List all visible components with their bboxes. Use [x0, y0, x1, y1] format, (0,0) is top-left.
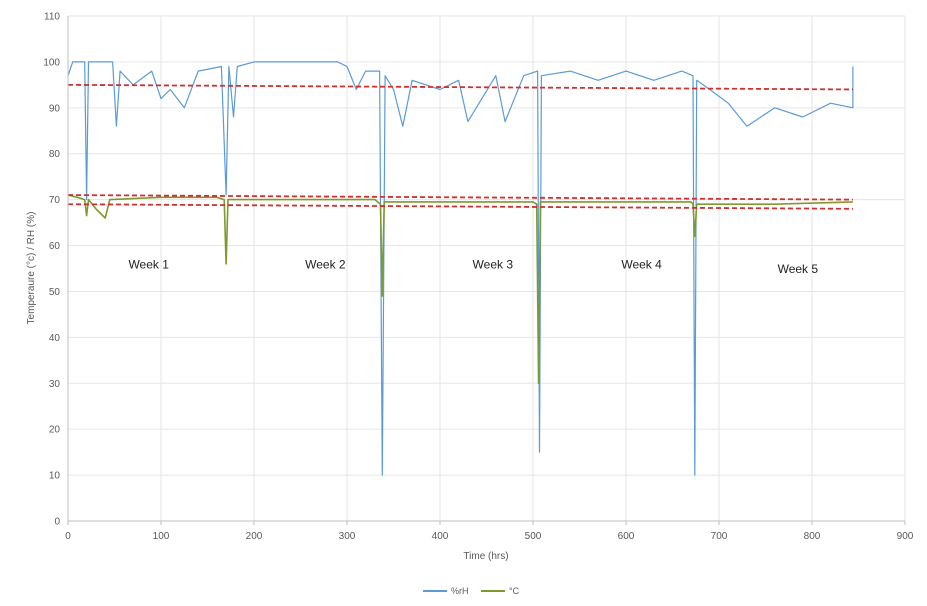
- y-tick-label: 10: [49, 471, 61, 482]
- x-tick-label: 500: [525, 531, 542, 542]
- x-tick-label: 700: [711, 531, 728, 542]
- reference-line: [67, 83, 853, 91]
- x-tick-label: 800: [804, 531, 821, 542]
- y-tick-label: 20: [49, 425, 61, 436]
- y-tick-label: 80: [49, 149, 61, 160]
- legend-label: °C: [509, 586, 520, 596]
- y-tick-label: 50: [49, 287, 61, 298]
- reference-line: [67, 194, 853, 201]
- tick-labels: 0 10 20 30 40 50 60 70 80 90 100 110 0 100 200 300 400 50…: [43, 12, 913, 543]
- week-annotations: Week 1 Week 2 Week 3 Week 4 Week 5: [128, 258, 818, 277]
- x-tick-label: 200: [246, 531, 263, 542]
- x-tick-label: 900: [897, 531, 914, 542]
- week-label: Week 1: [128, 258, 169, 272]
- y-tick-label: 40: [49, 333, 61, 344]
- week-label: Week 3: [473, 258, 514, 272]
- y-tick-label: 90: [49, 103, 61, 114]
- legend: %rH °C: [423, 586, 520, 596]
- week-label: Week 4: [621, 258, 662, 272]
- series-line-temperature: [67, 194, 853, 385]
- axes: [67, 16, 905, 522]
- y-tick-label: 110: [44, 12, 60, 23]
- series-lines: [67, 61, 854, 476]
- x-tick-label: 100: [153, 531, 170, 542]
- week-label: Week 2: [305, 258, 346, 272]
- y-tick-label: 70: [49, 195, 61, 206]
- x-tick-label: 0: [65, 531, 71, 542]
- legend-label: %rH: [451, 586, 469, 596]
- y-tick-label: 60: [49, 241, 61, 252]
- series-line-rh: [67, 61, 854, 476]
- grid: [68, 15, 906, 521]
- reference-lines: [67, 83, 853, 210]
- y-tick-label: 100: [43, 57, 60, 68]
- y-tick-label: 0: [54, 517, 60, 528]
- y-axis-title: Temperaure (°c) / RH (%): [26, 212, 37, 325]
- week-label: Week 5: [778, 262, 819, 276]
- x-tick-label: 600: [618, 531, 635, 542]
- x-tick-label: 400: [432, 531, 449, 542]
- x-tick-label: 300: [339, 531, 356, 542]
- y-tick-label: 30: [49, 379, 61, 390]
- x-axis-title: Time (hrs): [463, 551, 508, 562]
- reference-line: [67, 203, 853, 210]
